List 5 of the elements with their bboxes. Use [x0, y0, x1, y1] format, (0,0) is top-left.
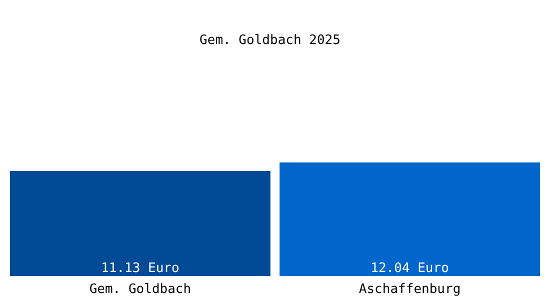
data-label: 11.13 Euro: [101, 261, 180, 276]
x-tick-label: Aschaffenburg: [358, 282, 461, 297]
x-tick-label: Gem. Goldbach: [89, 282, 192, 297]
chart-title: Gem. Goldbach 2025: [200, 33, 340, 48]
data-label: 12.04 Euro: [370, 261, 449, 276]
